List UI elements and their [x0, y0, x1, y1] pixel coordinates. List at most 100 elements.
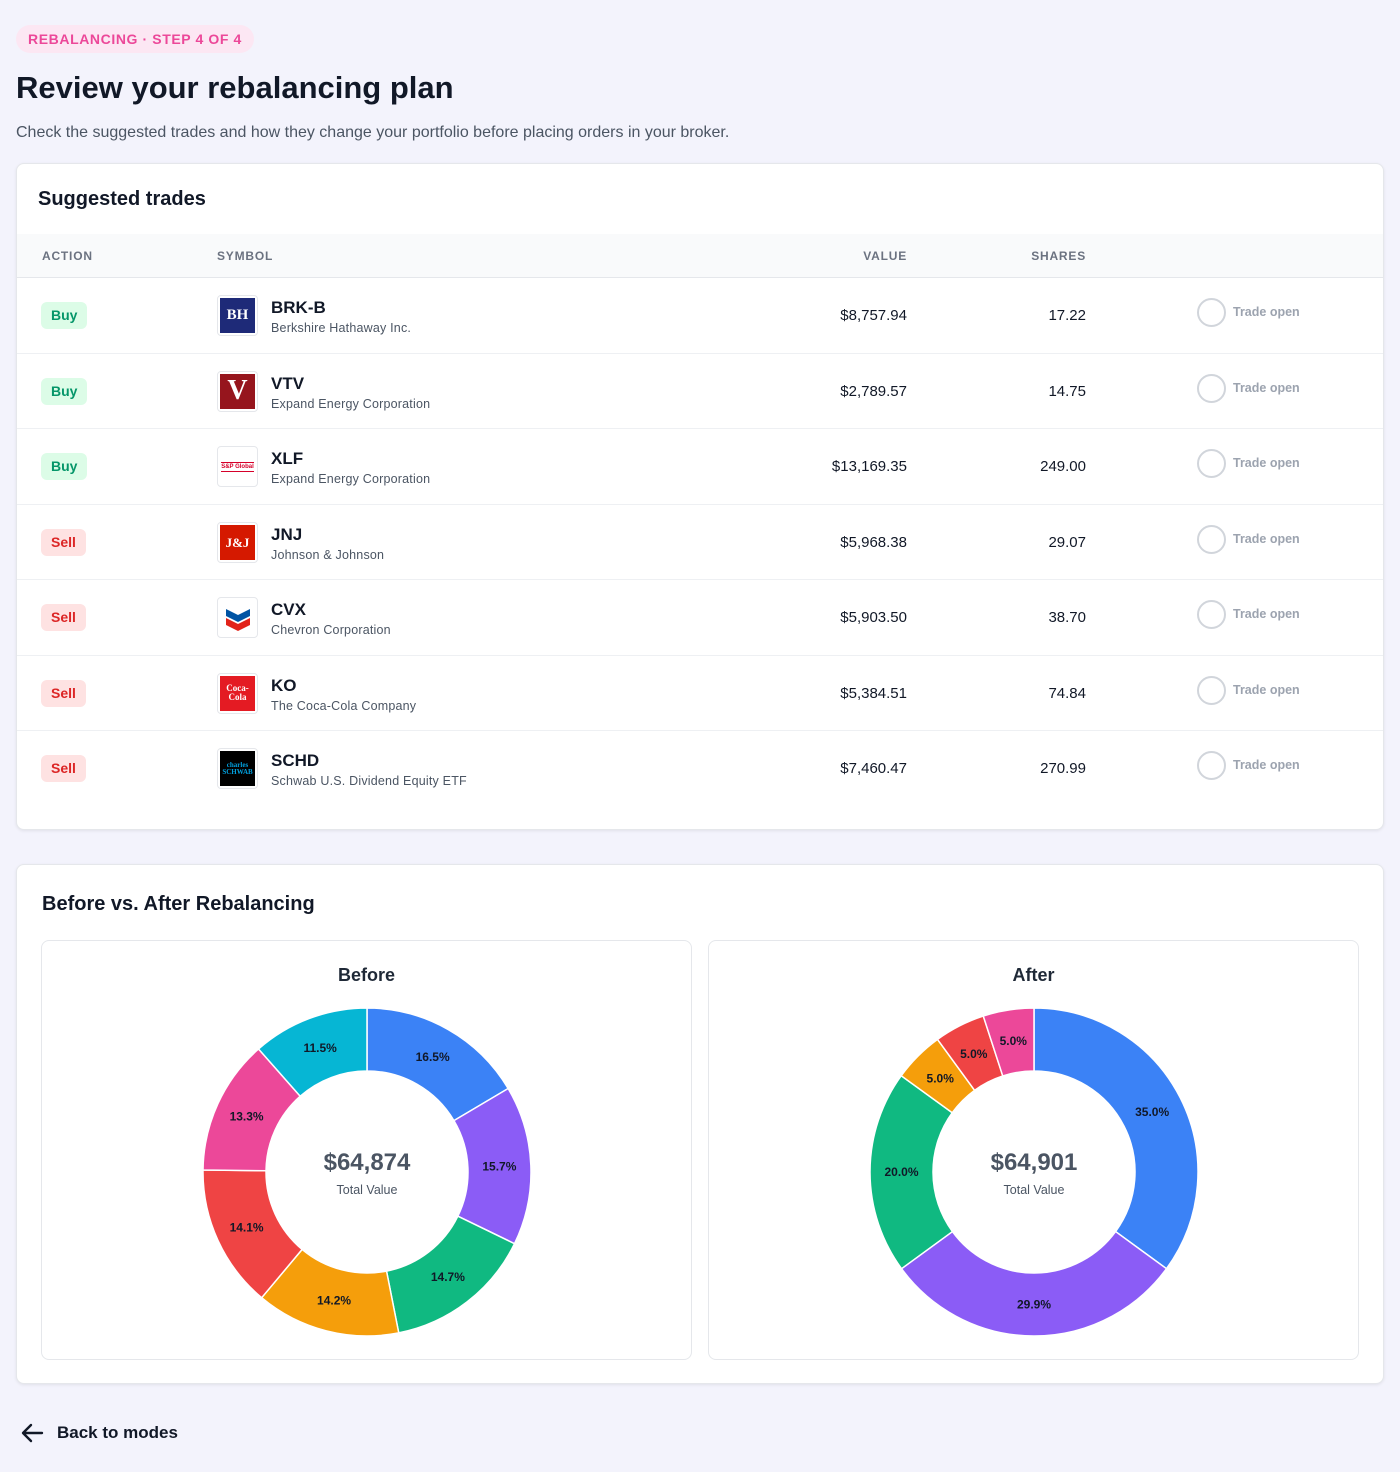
segment-percent-label: 14.2%	[317, 1293, 351, 1307]
trade-value: $5,384.51	[840, 684, 907, 702]
before-chart-title: Before	[337, 965, 395, 985]
segment-percent-label: 5.0%	[927, 1071, 955, 1085]
trade-shares: 17.22	[1048, 307, 1086, 324]
trade-value: $13,169.35	[831, 458, 907, 475]
schwab-logo-mark: charles SCHWAB	[220, 751, 255, 786]
segment-percent-label: 13.3%	[230, 1110, 264, 1124]
trade-open-toggle[interactable]	[1197, 449, 1226, 478]
company-name: Johnson & Johnson	[271, 547, 385, 562]
action-sell-badge: Sell	[41, 604, 86, 631]
berkshire-logo: BH	[217, 295, 258, 336]
action-buy-badge: Buy	[41, 302, 88, 329]
trade-open-toggle[interactable]	[1197, 675, 1226, 705]
symbol-ticker: SCHD	[271, 751, 320, 770]
donut-segment	[900, 1230, 1168, 1337]
suggested-trades-card: Suggested trades ACTION SYMBOL VALUE SHA…	[16, 163, 1384, 830]
action-sell-badge: Sell	[41, 755, 86, 782]
symbol-ticker: VTV	[271, 373, 305, 393]
trade-open-label: Trade open	[1233, 758, 1300, 772]
chevron-mark-icon	[225, 608, 250, 631]
trade-value: $8,757.94	[840, 307, 907, 324]
segment-percent-label: 14.7%	[431, 1270, 465, 1284]
symbol-ticker: BRK-B	[271, 298, 326, 317]
donut-total-value: $64,874	[324, 1149, 411, 1176]
suggested-trades-title: Suggested trades	[38, 188, 206, 210]
back-to-modes-label: Back to modes	[57, 1423, 178, 1442]
segment-percent-label: 5.0%	[1000, 1034, 1028, 1048]
symbol-ticker: KO	[271, 675, 297, 695]
before-after-title: Before vs. After Rebalancing	[42, 893, 315, 915]
after-donut-svg: 35.0% 29.9% 20.0% 5.0% 5.0% 5.0% $64,901 Total …	[869, 1007, 1199, 1337]
trades-table-header: ACTION SYMBOL VALUE SHARES	[17, 234, 1383, 278]
company-name: Schwab U.S. Dividend Equity ETF	[271, 774, 467, 788]
column-header-action: ACTION	[42, 249, 93, 263]
action-buy-badge: Buy	[41, 453, 88, 480]
trade-open-label: Trade open	[1233, 456, 1300, 470]
trade-open-toggle[interactable]	[1197, 751, 1226, 780]
trade-value: $5,968.38	[840, 533, 907, 551]
column-header-shares: SHARES	[1031, 249, 1086, 263]
donut-segment	[257, 1007, 368, 1098]
donut-total-label: Total Value	[337, 1183, 398, 1197]
trade-shares: 38.70	[1048, 609, 1086, 626]
before-donut-svg: 16.5% 15.7% 14.7% 14.2% 14.1% 13.3% 11.5% $64,8…	[202, 1007, 532, 1337]
company-name: The Coca-Cola Company	[271, 698, 417, 713]
berkshire-logo-mark: BH	[220, 298, 255, 333]
action-sell-badge: Sell	[41, 528, 86, 556]
before-after-card: Before vs. After Rebalancing Before 16.5…	[16, 864, 1384, 1384]
symbol-ticker: CVX	[271, 600, 306, 619]
company-name: Expand Energy Corporation	[271, 472, 431, 486]
company-name: Expand Energy Corporation	[271, 396, 431, 411]
trade-shares: 74.84	[1048, 684, 1086, 702]
sp-global-wordmark: S&P Global	[221, 461, 254, 472]
donut-total-value: $64,901	[991, 1149, 1078, 1176]
company-name: Chevron Corporation	[271, 623, 391, 637]
trade-row: Buy S&P Global XLF Expand Energy Corpora…	[17, 429, 1383, 505]
trade-shares: 14.75	[1048, 382, 1086, 400]
arrow-left-icon	[21, 1423, 44, 1443]
sp-global-logo: S&P Global	[217, 446, 258, 487]
sp-global-logo-mark: S&P Global	[220, 449, 255, 484]
vanguard-logo-mark: V	[220, 373, 255, 409]
action-buy-badge: Buy	[41, 377, 88, 405]
before-donut-chart: 16.5% 15.7% 14.7% 14.2% 14.1% 13.3% 11.5% $64,8…	[202, 1007, 532, 1337]
vanguard-logo: V	[217, 370, 258, 412]
trade-open-label: Trade open	[1233, 682, 1300, 697]
trade-row: Sell J&J JNJ Johnson & Johnson $5,968.38…	[17, 505, 1383, 580]
trade-row: Sell CVX Chevron Corporation $5,903.50 3…	[17, 580, 1383, 656]
segment-percent-label: 20.0%	[884, 1165, 918, 1179]
trade-open-toggle[interactable]	[1197, 373, 1226, 403]
after-chart-title: After	[1012, 965, 1055, 985]
trade-row: Buy V VTV Expand Energy Corporation $2,7…	[17, 354, 1383, 429]
jnj-logo-mark: J&J	[220, 524, 255, 560]
trades-table-body: Buy BH BRK-B Berkshire Hathaway Inc. $8,…	[17, 278, 1383, 807]
chevron-logo	[217, 597, 258, 638]
segment-percent-label: 5.0%	[960, 1047, 988, 1061]
jnj-logo: J&J	[217, 521, 258, 563]
back-to-modes-link[interactable]: Back to modes	[20, 1420, 178, 1446]
trade-value: $7,460.47	[840, 760, 907, 777]
page-subtitle: Check the suggested trades and how they …	[16, 124, 730, 141]
trade-shares: 29.07	[1048, 533, 1086, 551]
before-chart-panel: Before 16.5% 15.7% 14.7% 14.2% 14.1% 13.3% 11.…	[41, 940, 692, 1360]
after-chart-panel: After 35.0% 29.9% 20.0% 5.0% 5.0% 5.0% $64,901…	[708, 940, 1359, 1360]
coca-cola-logo: Coca-Cola	[217, 672, 258, 714]
step-badge: REBALANCING · STEP 4 OF 4	[16, 25, 254, 53]
segment-percent-label: 29.9%	[1017, 1298, 1051, 1312]
trade-value: $5,903.50	[840, 609, 907, 626]
column-header-symbol: SYMBOL	[217, 249, 274, 263]
action-sell-badge: Sell	[41, 679, 86, 707]
page-title: Review your rebalancing plan	[16, 70, 454, 105]
segment-percent-label: 15.7%	[482, 1160, 516, 1174]
chevron-logo-mark	[220, 600, 255, 635]
trade-row: Sell Coca-Cola KO The Coca-Cola Company …	[17, 656, 1383, 731]
segment-percent-label: 35.0%	[1135, 1105, 1169, 1119]
symbol-ticker: XLF	[271, 449, 304, 468]
donut-total-label: Total Value	[1004, 1183, 1065, 1197]
trade-open-toggle[interactable]	[1197, 600, 1226, 629]
trade-open-toggle[interactable]	[1197, 298, 1226, 327]
trade-open-toggle[interactable]	[1197, 524, 1226, 554]
donut-segment	[982, 1007, 1035, 1077]
trade-row: Buy BH BRK-B Berkshire Hathaway Inc. $8,…	[17, 278, 1383, 354]
column-header-value: VALUE	[863, 249, 907, 263]
